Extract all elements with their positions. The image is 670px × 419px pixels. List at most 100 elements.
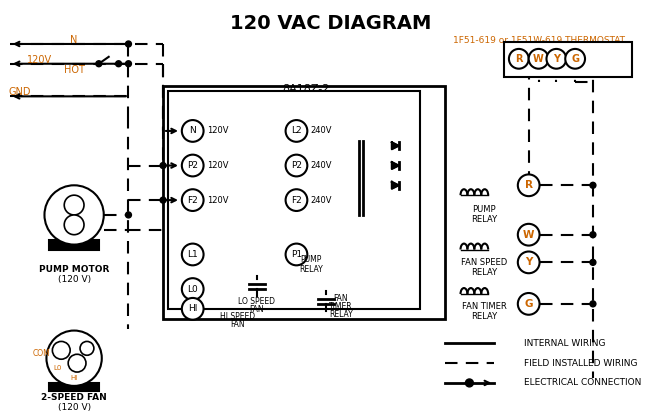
Text: (120 V): (120 V)	[58, 275, 90, 284]
Text: 120V: 120V	[206, 161, 228, 170]
Text: 120V: 120V	[206, 127, 228, 135]
Text: RELAY: RELAY	[471, 268, 497, 277]
Text: PUMP MOTOR: PUMP MOTOR	[39, 265, 109, 274]
Text: TIMER: TIMER	[329, 303, 352, 311]
Text: R: R	[525, 180, 533, 190]
Bar	[50, 240, 98, 250]
Text: HI: HI	[188, 304, 198, 313]
Circle shape	[590, 182, 596, 188]
Circle shape	[518, 174, 539, 196]
Circle shape	[44, 185, 104, 245]
Circle shape	[46, 331, 102, 386]
Circle shape	[52, 341, 70, 359]
Text: G: G	[571, 54, 579, 64]
Circle shape	[590, 232, 596, 238]
Text: W: W	[533, 54, 544, 64]
Text: ELECTRICAL CONNECTION: ELECTRICAL CONNECTION	[524, 378, 641, 388]
Text: F2: F2	[291, 196, 302, 204]
Text: PUMP: PUMP	[472, 205, 496, 215]
Text: PUMP: PUMP	[301, 255, 322, 264]
Circle shape	[518, 293, 539, 315]
Circle shape	[285, 243, 308, 265]
Text: R: R	[515, 54, 523, 64]
Text: RELAY: RELAY	[471, 312, 497, 321]
Circle shape	[565, 49, 585, 69]
Text: (120 V): (120 V)	[58, 403, 90, 412]
Circle shape	[116, 61, 121, 67]
Text: FIELD INSTALLED WIRING: FIELD INSTALLED WIRING	[524, 359, 637, 367]
Text: F2: F2	[188, 196, 198, 204]
Text: 120V: 120V	[206, 196, 228, 204]
Circle shape	[182, 278, 204, 300]
Text: N: N	[70, 35, 78, 45]
Text: 120 VAC DIAGRAM: 120 VAC DIAGRAM	[230, 14, 431, 34]
Text: 1F51-619 or 1F51W-619 THERMOSTAT: 1F51-619 or 1F51W-619 THERMOSTAT	[452, 36, 624, 44]
Polygon shape	[392, 162, 399, 169]
Text: RELAY: RELAY	[471, 215, 497, 225]
Text: L2: L2	[291, 127, 302, 135]
Circle shape	[64, 215, 84, 235]
Circle shape	[96, 61, 102, 67]
Text: FAN TIMER: FAN TIMER	[462, 303, 507, 311]
Circle shape	[590, 259, 596, 265]
Circle shape	[285, 155, 308, 176]
Text: N: N	[190, 127, 196, 135]
Text: P1: P1	[291, 250, 302, 259]
Circle shape	[182, 298, 204, 320]
Circle shape	[80, 341, 94, 355]
Circle shape	[64, 195, 84, 215]
Circle shape	[466, 379, 473, 387]
Text: RELAY: RELAY	[329, 310, 353, 319]
Text: L0: L0	[53, 365, 62, 371]
Circle shape	[182, 120, 204, 142]
Bar	[163, 86, 445, 319]
Text: 120V: 120V	[27, 55, 52, 65]
Circle shape	[125, 41, 131, 47]
Text: 8A18Z-2: 8A18Z-2	[283, 85, 330, 94]
Circle shape	[518, 251, 539, 273]
Text: W: W	[523, 230, 535, 240]
Text: L0: L0	[188, 285, 198, 294]
Text: LO SPEED: LO SPEED	[239, 297, 275, 306]
Circle shape	[68, 354, 86, 372]
Text: GND: GND	[9, 88, 31, 97]
Text: COM: COM	[33, 349, 50, 358]
Circle shape	[160, 197, 166, 203]
Text: 240V: 240V	[310, 127, 332, 135]
Circle shape	[125, 61, 131, 67]
Bar	[504, 42, 632, 77]
Text: FAN: FAN	[334, 295, 348, 303]
Text: Y: Y	[553, 54, 560, 64]
Text: P2: P2	[187, 161, 198, 170]
Text: FAN: FAN	[230, 320, 245, 329]
Circle shape	[182, 155, 204, 176]
Text: 240V: 240V	[310, 196, 332, 204]
Text: G: G	[525, 299, 533, 309]
Circle shape	[529, 49, 549, 69]
Text: Y: Y	[525, 257, 533, 267]
Text: 240V: 240V	[310, 161, 332, 170]
Text: HI: HI	[70, 375, 78, 381]
Circle shape	[182, 243, 204, 265]
Circle shape	[182, 189, 204, 211]
Polygon shape	[392, 142, 399, 149]
Polygon shape	[392, 182, 399, 189]
Circle shape	[125, 212, 131, 218]
Circle shape	[509, 49, 529, 69]
Circle shape	[547, 49, 566, 69]
Bar	[168, 91, 420, 309]
Text: P2: P2	[291, 161, 302, 170]
Text: 2-SPEED FAN: 2-SPEED FAN	[42, 393, 107, 402]
Bar	[50, 383, 98, 391]
Circle shape	[285, 120, 308, 142]
Text: FAN: FAN	[250, 305, 264, 314]
Text: L1: L1	[188, 250, 198, 259]
Text: INTERNAL WIRING: INTERNAL WIRING	[524, 339, 605, 348]
Circle shape	[285, 189, 308, 211]
Text: HOT: HOT	[64, 65, 84, 75]
Circle shape	[518, 224, 539, 246]
Circle shape	[160, 163, 166, 168]
Circle shape	[590, 301, 596, 307]
Text: FAN SPEED: FAN SPEED	[461, 258, 507, 267]
Text: HI SPEED: HI SPEED	[220, 312, 255, 321]
